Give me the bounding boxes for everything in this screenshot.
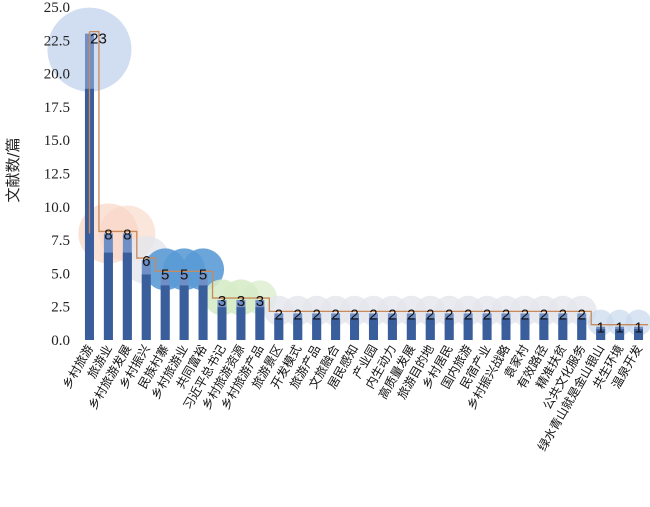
data-label: 5	[199, 266, 207, 283]
step-line-layer	[88, 30, 648, 326]
bar-base	[463, 318, 473, 340]
bar-base	[103, 252, 113, 340]
bubble	[625, 309, 650, 336]
step-line	[89, 30, 648, 326]
data-label: 1	[634, 320, 642, 337]
bar-base	[312, 318, 322, 340]
data-label: 2	[483, 306, 491, 323]
bar-base	[577, 318, 587, 340]
data-label: 2	[369, 306, 377, 323]
bar-base	[634, 329, 644, 340]
y-tick-label: 2.5	[51, 300, 70, 316]
data-label: 1	[596, 320, 604, 337]
value-label-layer: 238 865 5 53 3 32 2 2 2 2 2 2 2 2 2 2 2 2 2 2 2 21 1 1	[90, 31, 643, 337]
y-tick-label: 7.5	[51, 233, 70, 249]
bar-base	[615, 329, 625, 340]
data-label: 8	[123, 226, 131, 243]
bubble-layer	[47, 7, 650, 336]
bar-base	[274, 318, 284, 340]
bubble	[606, 309, 633, 336]
bar-base	[596, 329, 606, 340]
bar-base	[236, 307, 246, 340]
bar-base	[520, 318, 530, 340]
data-label: 2	[331, 306, 339, 323]
data-label: 2	[426, 306, 434, 323]
bar-base	[179, 285, 189, 340]
y-tick-label: 25.0	[44, 0, 70, 16]
data-label: 23	[90, 31, 107, 48]
data-label: 2	[578, 306, 586, 323]
bar-base	[368, 318, 378, 340]
data-label: 5	[161, 266, 169, 283]
bar-base	[217, 307, 227, 340]
bar-base	[501, 318, 511, 340]
data-label: 2	[540, 306, 548, 323]
data-label: 2	[388, 306, 396, 323]
bar-layer	[84, 33, 644, 341]
y-tick-label: 12.5	[44, 167, 70, 183]
data-label: 2	[407, 306, 415, 323]
bar-base	[255, 307, 265, 340]
data-label: 2	[559, 306, 567, 323]
data-label: 2	[275, 306, 283, 323]
bar-base	[558, 318, 568, 340]
data-label: 3	[237, 293, 245, 310]
bar-base	[482, 318, 492, 340]
bar-base	[141, 274, 151, 340]
y-axis-title: 文献数/篇	[4, 137, 22, 202]
bar-base	[387, 318, 397, 340]
bar-base	[444, 318, 454, 340]
y-axis: 0.0 2.5 5.0 7.5 10.0 12.5 15.0 17.5 20.0 22.5 25.0	[44, 0, 70, 349]
data-label: 2	[464, 306, 472, 323]
data-label: 2	[445, 306, 453, 323]
bar-base	[350, 318, 360, 340]
bar-base	[198, 285, 208, 340]
bubble	[182, 248, 225, 291]
y-tick-label: 22.5	[44, 33, 70, 49]
data-label: 2	[294, 306, 302, 323]
y-tick-label: 10.0	[44, 200, 70, 216]
bar-base	[406, 318, 416, 340]
bar-base	[160, 285, 170, 340]
data-label: 2	[521, 306, 529, 323]
data-label: 5	[180, 266, 188, 283]
y-tick-label: 5.0	[51, 266, 70, 282]
data-label: 1	[615, 320, 623, 337]
bar-base	[539, 318, 549, 340]
bar-base	[331, 318, 341, 340]
data-label: 2	[350, 306, 358, 323]
bubble	[587, 309, 614, 336]
bar-base	[122, 252, 132, 340]
y-tick-label: 17.5	[44, 100, 70, 116]
data-label: 3	[218, 293, 226, 310]
data-label: 3	[256, 293, 264, 310]
bar-base	[425, 318, 435, 340]
y-tick-label: 15.0	[44, 133, 70, 149]
data-label: 2	[502, 306, 510, 323]
y-tick-label: 20.0	[44, 67, 70, 83]
data-label: 8	[104, 226, 112, 243]
data-label: 2	[312, 306, 320, 323]
y-tick-label: 0.0	[51, 333, 70, 349]
category-label-layer: 乡村旅游旅游业乡村旅游发展乡村振兴民族村寨乡村旅游业共同富裕习近平总书记乡村旅游…	[60, 342, 645, 453]
data-label: 6	[142, 253, 150, 270]
bar-base	[293, 318, 303, 340]
